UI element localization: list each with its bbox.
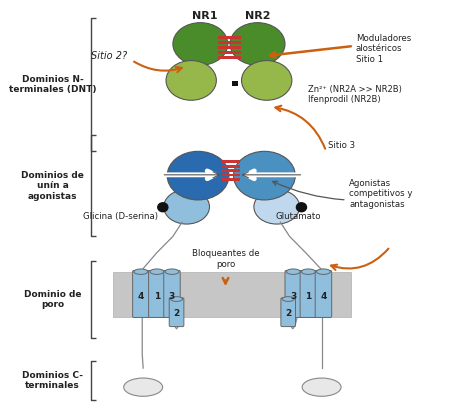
Text: 2: 2 bbox=[285, 309, 292, 318]
Text: 1: 1 bbox=[154, 292, 160, 301]
Bar bbox=[232, 81, 238, 86]
FancyBboxPatch shape bbox=[281, 298, 295, 326]
FancyBboxPatch shape bbox=[133, 271, 149, 317]
FancyBboxPatch shape bbox=[164, 271, 180, 317]
Text: 4: 4 bbox=[137, 292, 144, 301]
Ellipse shape bbox=[286, 269, 300, 275]
Bar bbox=[222, 165, 240, 168]
Circle shape bbox=[158, 203, 168, 212]
Text: Agonistas
competitivos y
antagonistas: Agonistas competitivos y antagonistas bbox=[349, 179, 412, 209]
Text: 3: 3 bbox=[290, 292, 296, 301]
Text: 3: 3 bbox=[169, 292, 175, 301]
Ellipse shape bbox=[165, 269, 179, 275]
Bar bbox=[113, 272, 351, 317]
Ellipse shape bbox=[282, 297, 294, 302]
Bar bbox=[222, 160, 240, 163]
Ellipse shape bbox=[150, 269, 164, 275]
Text: Glutamato: Glutamato bbox=[276, 212, 321, 221]
Ellipse shape bbox=[134, 269, 148, 275]
Text: 4: 4 bbox=[320, 292, 327, 301]
Text: Sitio 3: Sitio 3 bbox=[328, 141, 356, 150]
Bar bbox=[222, 169, 240, 172]
Text: Dominios C-
terminales: Dominios C- terminales bbox=[22, 370, 83, 390]
Ellipse shape bbox=[317, 269, 330, 275]
Ellipse shape bbox=[242, 60, 292, 100]
Circle shape bbox=[296, 203, 307, 212]
Bar bbox=[218, 41, 241, 44]
Bar bbox=[222, 178, 240, 181]
Text: Sitio 2?: Sitio 2? bbox=[91, 51, 127, 61]
Text: Bloqueantes de
poro: Bloqueantes de poro bbox=[191, 249, 259, 269]
Text: Dominio de
poro: Dominio de poro bbox=[24, 290, 81, 309]
Bar bbox=[218, 46, 241, 49]
Text: NR1: NR1 bbox=[192, 11, 218, 20]
FancyBboxPatch shape bbox=[169, 298, 184, 326]
Ellipse shape bbox=[171, 297, 182, 302]
FancyBboxPatch shape bbox=[149, 271, 165, 317]
Ellipse shape bbox=[173, 23, 228, 65]
Bar bbox=[218, 51, 241, 54]
Text: Glicina (D-serina): Glicina (D-serina) bbox=[83, 212, 158, 221]
FancyBboxPatch shape bbox=[285, 271, 301, 317]
Text: Dominios de
unín a
agonistas: Dominios de unín a agonistas bbox=[21, 171, 84, 201]
Bar bbox=[218, 55, 241, 59]
Text: Zn²⁺ (NR2A >> NR2B)
Ifenprodil (NR2B): Zn²⁺ (NR2A >> NR2B) Ifenprodil (NR2B) bbox=[308, 85, 402, 104]
Text: NR2: NR2 bbox=[245, 11, 270, 20]
Ellipse shape bbox=[254, 190, 300, 224]
Ellipse shape bbox=[167, 151, 229, 200]
Ellipse shape bbox=[234, 151, 295, 200]
Ellipse shape bbox=[164, 190, 210, 224]
FancyBboxPatch shape bbox=[300, 271, 317, 317]
Ellipse shape bbox=[166, 60, 216, 100]
Ellipse shape bbox=[302, 378, 341, 396]
Text: 2: 2 bbox=[173, 309, 180, 318]
Text: 1: 1 bbox=[305, 292, 311, 301]
Ellipse shape bbox=[230, 23, 285, 65]
Ellipse shape bbox=[301, 269, 315, 275]
Text: Dominios N-
terminales (DNT): Dominios N- terminales (DNT) bbox=[9, 75, 96, 94]
Bar bbox=[222, 174, 240, 176]
Text: Moduladores
alostéricos
Sitio 1: Moduladores alostéricos Sitio 1 bbox=[356, 34, 411, 64]
FancyBboxPatch shape bbox=[315, 271, 332, 317]
Ellipse shape bbox=[124, 378, 163, 396]
Bar bbox=[218, 36, 241, 40]
